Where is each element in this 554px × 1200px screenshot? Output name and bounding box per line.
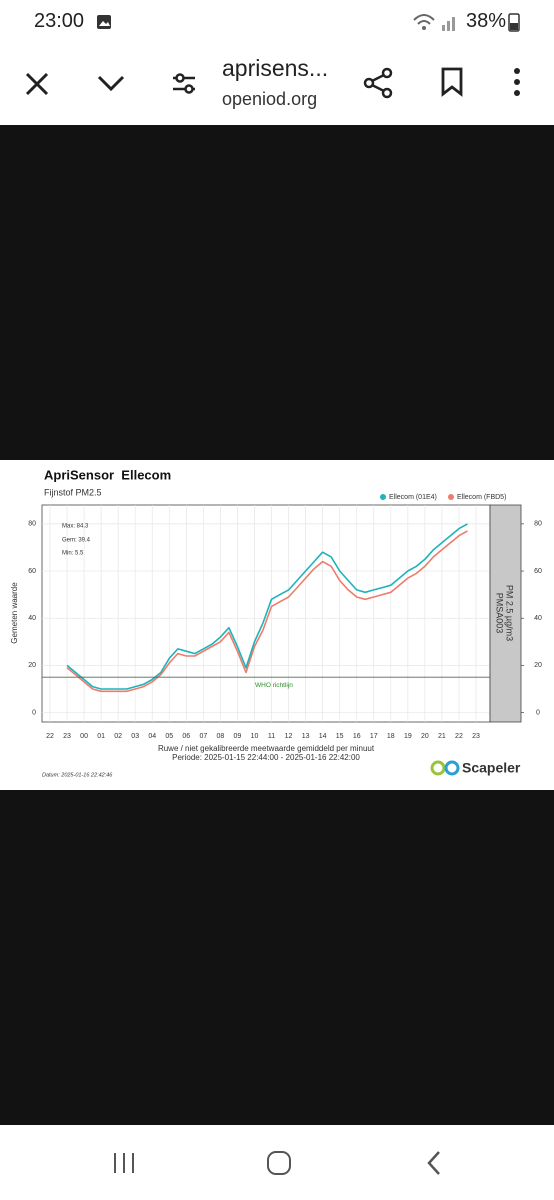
- clock: 23:00: [34, 10, 85, 32]
- brand-name: Scapeler: [462, 760, 521, 776]
- image-backdrop: [0, 125, 554, 460]
- x-tick-label: 10: [251, 733, 259, 740]
- y-tick-label: 80: [28, 521, 36, 528]
- x-axis-label: Ruwe / niet gekalibreerde meetwaarde gem…: [158, 744, 375, 753]
- strip-label: PM 2.5 µg/m3: [505, 585, 515, 641]
- bookmark-button[interactable]: [440, 67, 464, 97]
- expand-button[interactable]: [96, 73, 126, 93]
- strip-label: PMSA003: [495, 593, 505, 634]
- x-tick-label: 15: [336, 733, 344, 740]
- image-backdrop: [0, 790, 554, 1125]
- status-bar: 23:00 38%: [0, 0, 554, 45]
- recents-button[interactable]: [112, 1151, 138, 1175]
- legend-label: Ellecom (FBD5): [457, 494, 506, 501]
- page-url: openiod.org: [222, 89, 318, 109]
- series-line: [66, 523, 468, 690]
- x-tick-label: 21: [438, 733, 446, 740]
- x-tick-label: 08: [217, 733, 225, 740]
- y-tick-label: 0: [32, 709, 36, 716]
- strip: [489, 504, 522, 723]
- legend-swatch: [380, 494, 386, 500]
- y-axis-label: Gemeten waarde: [10, 582, 19, 644]
- browser-toolbar: aprisens... openiod.org: [0, 45, 554, 125]
- x-tick-label: 18: [387, 733, 395, 740]
- x-tick-label: 23: [63, 733, 71, 740]
- chart-subtitle: Fijnstof PM2.5: [44, 487, 102, 497]
- chart-title: ApriSensor Ellecom: [44, 467, 171, 482]
- close-button[interactable]: [24, 71, 50, 97]
- back-button[interactable]: [424, 1149, 444, 1177]
- y-tick-label: 40: [28, 615, 36, 622]
- x-tick-label: 07: [199, 733, 207, 740]
- brand-logo: Scapeler: [430, 760, 521, 776]
- menu-button[interactable]: [510, 67, 524, 97]
- x-tick-label: 02: [114, 733, 122, 740]
- x-tick-label: 22: [46, 733, 54, 740]
- navigation-bar: [0, 1125, 554, 1200]
- legend-swatch: [448, 494, 454, 500]
- y2-tick-label: 0: [536, 709, 540, 716]
- share-button[interactable]: [362, 67, 394, 99]
- legend-label: Ellecom (01E4): [389, 494, 437, 501]
- y2-tick-label: 60: [534, 568, 542, 575]
- x-tick-label: 11: [268, 733, 275, 740]
- gallery-icon: [97, 15, 111, 29]
- stat: Gem: 39.4: [62, 538, 91, 544]
- battery-icon: [508, 13, 520, 32]
- stat: Min: 5.5: [62, 551, 84, 557]
- x-tick-label: 09: [234, 733, 242, 740]
- date-note: Datum: 2025-01-16 22:42:46: [42, 772, 113, 778]
- y2-tick-label: 20: [534, 662, 542, 669]
- x-tick-label: 13: [302, 733, 310, 740]
- x-tick-label: 06: [182, 733, 190, 740]
- x-tick-label: 20: [421, 733, 429, 740]
- home-button[interactable]: [266, 1150, 292, 1176]
- x-tick-label: 01: [97, 733, 105, 740]
- x-tick-label: 17: [370, 733, 378, 740]
- x-tick-label: 19: [404, 733, 412, 740]
- period: Periode: 2025-01-15 22:44:00 - 2025-01-1…: [172, 753, 360, 762]
- chart: ApriSensor Ellecom Fijnstof PM2.5 PMSA00…: [0, 460, 554, 790]
- y-tick-label: 20: [28, 662, 36, 669]
- y2-tick-label: 80: [534, 521, 542, 528]
- x-tick-label: 03: [131, 733, 139, 740]
- series-line: [66, 530, 468, 693]
- plot-layer: [42, 505, 490, 722]
- y2-tick-label: 40: [534, 615, 542, 622]
- x-tick-label: 05: [165, 733, 173, 740]
- x-tick-label: 14: [319, 733, 327, 740]
- x-tick-label: 00: [80, 733, 88, 740]
- settings-button[interactable]: [170, 69, 198, 97]
- x-tick-label: 23: [472, 733, 480, 740]
- stat: Max: 84.3: [62, 524, 89, 530]
- signal-icons: [413, 14, 455, 31]
- y-tick-label: 60: [28, 568, 36, 575]
- page-title: aprisens...: [222, 55, 329, 81]
- x-tick-label: 22: [455, 733, 463, 740]
- x-tick-label: 12: [285, 733, 293, 740]
- battery-level: 38%: [465, 10, 506, 32]
- x-tick-label: 16: [353, 733, 361, 740]
- reference-label: WHO richtlijn: [255, 682, 293, 689]
- x-tick-label: 04: [148, 733, 156, 740]
